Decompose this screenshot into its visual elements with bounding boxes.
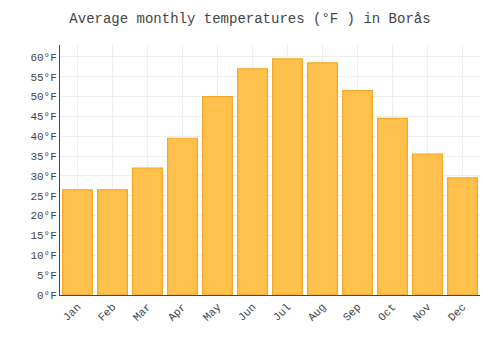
svg-text:0°F: 0°F (37, 290, 57, 302)
svg-text:Jul: Jul (271, 301, 293, 323)
svg-text:5°F: 5°F (37, 270, 57, 282)
svg-text:55°F: 55°F (30, 72, 56, 84)
svg-text:45°F: 45°F (30, 111, 56, 123)
svg-text:Mar: Mar (131, 301, 153, 323)
svg-text:35°F: 35°F (30, 151, 56, 163)
svg-text:10°F: 10°F (30, 250, 56, 262)
svg-text:Average monthly temperatures (: Average monthly temperatures (°F ) in Bo… (69, 11, 430, 27)
svg-text:60°F: 60°F (30, 52, 56, 64)
svg-text:Apr: Apr (166, 301, 188, 323)
svg-text:40°F: 40°F (30, 131, 56, 143)
svg-text:Dec: Dec (446, 301, 468, 323)
svg-text:Feb: Feb (96, 301, 118, 323)
svg-text:Jun: Jun (236, 301, 258, 323)
svg-text:Nov: Nov (411, 301, 434, 324)
svg-text:Jan: Jan (61, 301, 83, 323)
svg-text:Aug: Aug (306, 301, 328, 323)
svg-text:50°F: 50°F (30, 91, 56, 103)
svg-text:15°F: 15°F (30, 230, 56, 242)
svg-text:Sep: Sep (341, 301, 363, 323)
svg-text:Oct: Oct (376, 301, 398, 323)
svg-text:May: May (201, 301, 224, 324)
svg-text:20°F: 20°F (30, 210, 56, 222)
svg-text:30°F: 30°F (30, 171, 56, 183)
svg-text:25°F: 25°F (30, 191, 56, 203)
